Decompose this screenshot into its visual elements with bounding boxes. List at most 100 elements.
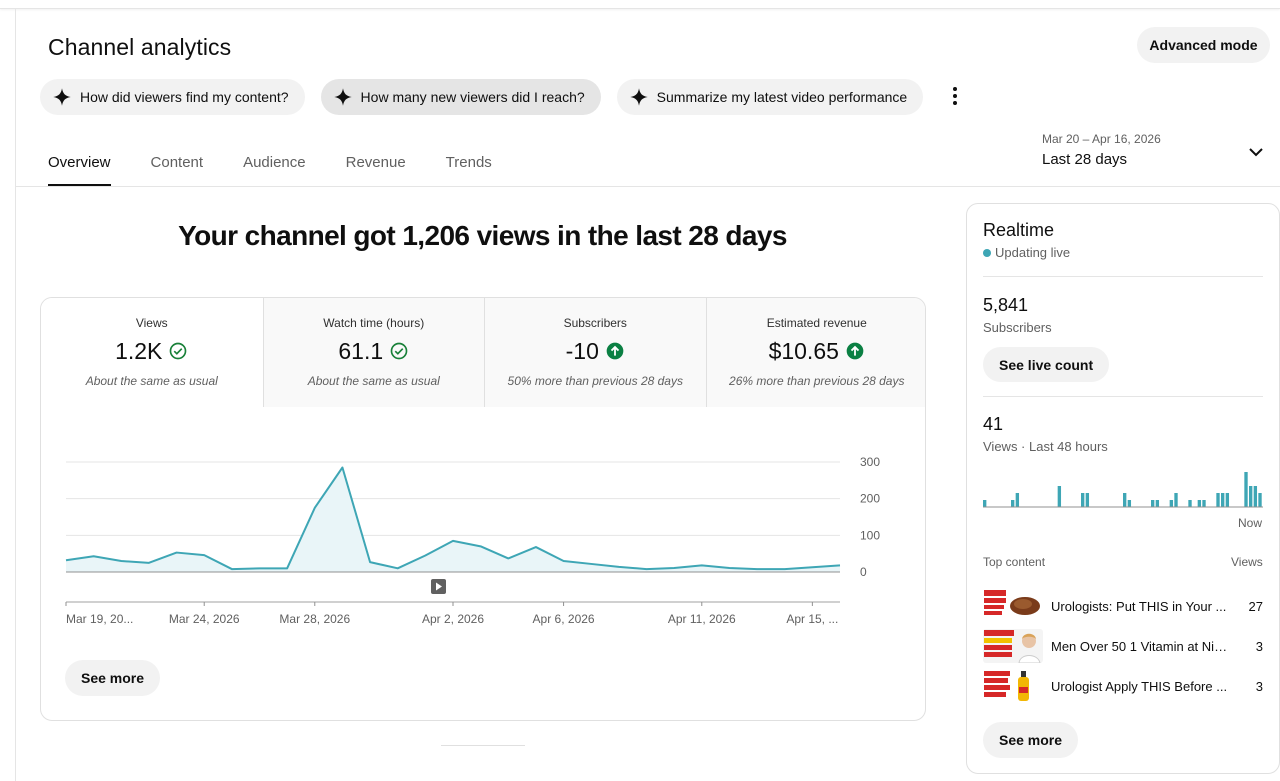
top-content-item[interactable]: Urologists: Put THIS in Your ... 27 <box>983 588 1263 624</box>
updating-live-label: Updating live <box>995 245 1071 260</box>
ask-chips: How did viewers find my content? How man… <box>40 79 924 115</box>
date-range-label: Last 28 days <box>1042 151 1128 168</box>
metric-note: 26% more than previous 28 days <box>729 374 905 388</box>
video-thumbnail <box>983 589 1043 623</box>
overview-card: Views 1.2K About the same as usual Watch… <box>40 297 926 721</box>
top-content-item[interactable]: Urologist Apply THIS Before ... 3 <box>983 668 1263 704</box>
x-tick-label: Mar 28, 2026 <box>279 612 350 626</box>
top-content-title: Urologists: Put THIS in Your ... <box>1051 598 1227 614</box>
chip-label: How did viewers find my content? <box>80 89 289 105</box>
realtime-bar <box>1151 500 1155 507</box>
realtime-bar <box>1202 500 1206 507</box>
metric-label: Subscribers <box>563 316 627 330</box>
metric-label: Watch time (hours) <box>323 316 425 330</box>
updating-live-status: Updating live <box>983 245 1070 260</box>
x-tick-label: Apr 15, ... <box>786 612 838 626</box>
realtime-subscribers-label: Subscribers <box>983 320 1052 335</box>
x-tick-label: Mar 19, 20... <box>66 612 133 626</box>
realtime-bar <box>1169 500 1174 507</box>
top-content-views: 27 <box>1248 598 1263 614</box>
views-line-chart: 0 100 200 300 Mar 19, 20... Mar 24, 2026 Mar 2… <box>65 455 880 626</box>
realtime-bar <box>1225 493 1230 507</box>
play-triangle-icon <box>436 582 442 591</box>
y-tick-label: 0 <box>860 565 867 579</box>
top-content-views-label: Views <box>1231 555 1263 569</box>
tab-revenue[interactable]: Revenue <box>345 154 406 171</box>
metric-label: Views <box>135 316 168 330</box>
realtime-now-label: Now <box>1238 516 1263 530</box>
metric-value-row: 61.1 <box>264 336 485 366</box>
left-nav-edge <box>15 9 16 781</box>
realtime-views-bar-chart <box>983 472 1263 508</box>
chip-viewers-find-content[interactable]: How did viewers find my content? <box>40 79 305 115</box>
realtime-see-more-button[interactable]: See more <box>983 722 1079 758</box>
see-live-count-button[interactable]: See live count <box>983 347 1110 382</box>
realtime-bar <box>1085 493 1090 507</box>
realtime-bar <box>1244 472 1248 507</box>
metric-note: About the same as usual <box>307 374 440 388</box>
realtime-bar <box>1188 500 1192 507</box>
y-tick-label: 300 <box>860 455 880 469</box>
chip-summarize-latest-video[interactable]: Summarize my latest video performance <box>616 79 924 115</box>
advanced-mode-button[interactable]: Advanced mode <box>1137 27 1270 63</box>
metric-note: 50% more than previous 28 days <box>507 374 683 388</box>
date-range-picker[interactable]: Mar 20 – Apr 16, 2026 Last 28 days <box>1042 132 1161 168</box>
y-tick-label: 200 <box>860 492 880 506</box>
chip-label: Summarize my latest video performance <box>656 89 908 105</box>
metric-views[interactable]: Views 1.2K About the same as usual <box>41 298 263 407</box>
realtime-bar <box>1123 493 1127 507</box>
realtime-bar <box>1249 486 1253 507</box>
video-thumbnail <box>983 669 1043 703</box>
metric-estimated-revenue[interactable]: Estimated revenue $10.65 26% more than p… <box>705 298 925 407</box>
overview-headline: Your channel got 1,206 views in the last… <box>178 220 787 251</box>
realtime-bar <box>1216 493 1220 507</box>
chip-label: How many new viewers did I reach? <box>360 89 585 105</box>
realtime-bar <box>1253 486 1258 507</box>
metric-value: -10 <box>565 337 599 364</box>
arrow-up-circle-icon <box>606 342 624 360</box>
live-dot-icon <box>983 248 991 257</box>
top-content-views: 3 <box>1255 678 1263 694</box>
metric-subscribers[interactable]: Subscribers -10 50% more than previous 2… <box>484 298 706 407</box>
chevron-down-icon[interactable] <box>1244 140 1268 164</box>
metric-label: Estimated revenue <box>766 316 867 330</box>
metric-tabs: Views 1.2K About the same as usual Watch… <box>41 298 925 407</box>
realtime-bar <box>1155 500 1160 507</box>
x-tick-label: Apr 6, 2026 <box>533 612 595 626</box>
metric-value: $10.65 <box>768 337 839 364</box>
realtime-divider <box>983 276 1263 277</box>
top-content-item[interactable]: Men Over 50 1 Vitamin at Nig... 3 <box>983 628 1263 664</box>
sparkle-icon <box>629 88 648 106</box>
realtime-views-label: Views · Last 48 hours <box>983 439 1108 454</box>
metric-watch-time[interactable]: Watch time (hours) 61.1 About the same a… <box>262 298 485 407</box>
top-content-title: Urologist Apply THIS Before ... <box>1051 678 1228 694</box>
realtime-bar <box>1015 493 1020 507</box>
realtime-title: Realtime <box>983 220 1055 240</box>
date-range-dates: Mar 20 – Apr 16, 2026 <box>1042 132 1161 146</box>
views-area <box>66 467 840 572</box>
top-content-views: 3 <box>1255 638 1263 654</box>
more-options-icon[interactable] <box>945 83 965 109</box>
tabs-divider <box>16 186 1280 187</box>
sparkle-icon <box>333 88 352 106</box>
realtime-views-value: 41 <box>983 414 1004 434</box>
tab-trends[interactable]: Trends <box>445 154 492 171</box>
metric-note: About the same as usual <box>85 374 218 388</box>
tab-content[interactable]: Content <box>150 154 204 171</box>
tab-overview[interactable]: Overview <box>48 140 111 186</box>
sparkle-icon <box>53 88 71 106</box>
realtime-bar <box>983 500 987 507</box>
x-tick-label: Apr 11, 2026 <box>668 612 736 626</box>
x-tick-label: Mar 24, 2026 <box>169 612 240 626</box>
realtime-bar <box>1057 486 1062 507</box>
arrow-up-circle-icon <box>846 342 864 360</box>
chip-new-viewers-reach[interactable]: How many new viewers did I reach? <box>320 79 601 115</box>
page-title: Channel analytics <box>48 34 232 60</box>
views-series-line <box>65 466 841 571</box>
metric-value: 61.1 <box>338 337 384 364</box>
realtime-bar <box>1197 500 1202 507</box>
top-content-label: Top content <box>983 555 1046 569</box>
overview-see-more-button[interactable]: See more <box>65 660 161 696</box>
tab-audience[interactable]: Audience <box>243 154 306 171</box>
metric-value-row: 1.2K <box>41 336 263 366</box>
